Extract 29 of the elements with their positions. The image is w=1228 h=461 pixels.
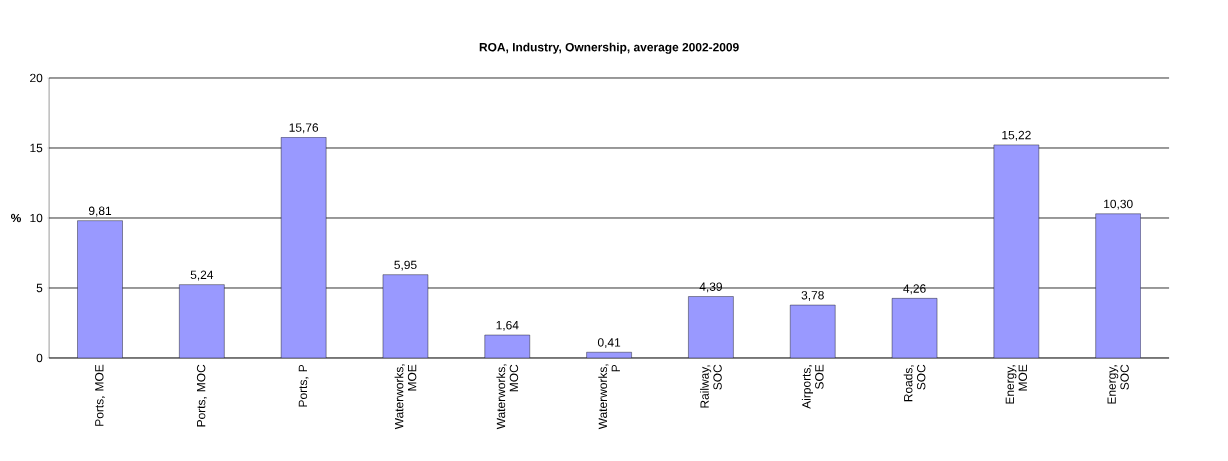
- data-label: 15,22: [1002, 130, 1031, 141]
- x-tick-label: Ports, MOC: [196, 364, 207, 427]
- y-tick-label: 15: [30, 143, 43, 153]
- x-tick-label: Airports, SOE: [801, 364, 824, 409]
- x-tick-label: Roads, SOC: [903, 364, 926, 402]
- data-label: 3,78: [801, 291, 824, 301]
- data-label: 9,81: [88, 206, 112, 217]
- data-label: 5,95: [394, 260, 417, 271]
- data-label: 5,24: [190, 270, 214, 281]
- data-label: 15,76: [289, 123, 319, 134]
- x-tick-label: Waterworks, MOC: [496, 364, 519, 430]
- chart-title: ROA, Industry, Ownership, average 2002-2009: [479, 42, 739, 54]
- data-label: 4,26: [903, 284, 926, 295]
- data-label: 4,39: [699, 282, 722, 293]
- x-tick-label: Ports, MOE: [95, 364, 105, 426]
- data-label: 1,64: [496, 320, 519, 331]
- x-tick-label: Ports, P: [298, 364, 309, 407]
- y-tick-label: 5: [36, 283, 43, 293]
- x-tick-label: Waterworks, P: [598, 364, 620, 430]
- x-tick-label: Railway, SOC: [700, 364, 722, 408]
- x-tick-label: Energy, SOC: [1107, 364, 1129, 404]
- x-tick-label: Energy, MOE: [1005, 364, 1027, 404]
- data-label: 10,30: [1104, 199, 1133, 210]
- x-tick-label: Waterworks, MOE: [394, 364, 417, 430]
- y-tick-label: 10: [30, 213, 43, 223]
- data-label: 0,41: [597, 338, 621, 349]
- y-axis-title: %: [10, 213, 22, 223]
- y-tick-label: 20: [30, 73, 43, 83]
- y-tick-label: 0: [36, 353, 43, 363]
